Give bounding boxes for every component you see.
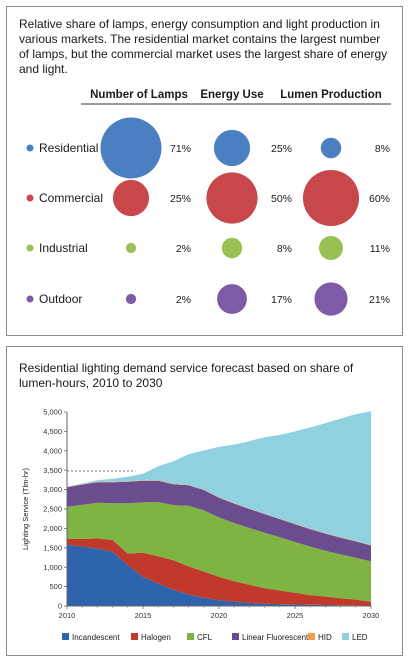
row-label: Outdoor [39,292,82,306]
y-tick-label: 3,000 [43,485,62,494]
legend-label: Incandescent [72,633,120,642]
data-label: 25% [271,143,292,155]
legend-label: HID [318,633,332,642]
row-marker [26,244,34,252]
bubble-chart: Number of Lamps Energy Use Lumen Productio… [26,89,391,316]
y-tick-label: 3,500 [43,466,62,475]
data-label: 8% [375,143,390,155]
area-series [67,502,371,602]
data-label: 2% [176,294,191,306]
y-tick-label: 5,000 [43,408,62,417]
lighting-forecast-panel: Residential lighting demand service fore… [6,346,403,656]
data-bubble [320,137,342,159]
column-header: Lumen Production [280,89,382,101]
x-tick-label: 2030 [363,611,380,620]
data-label: 25% [170,193,191,205]
y-tick-label: 2,500 [43,505,62,514]
legend-swatch [187,633,194,640]
data-label: 8% [277,243,292,255]
data-label: 50% [271,193,292,205]
data-bubble [112,179,150,217]
data-label: 11% [370,243,390,255]
area-series [67,480,371,562]
data-label: 17% [271,294,292,306]
legend-label: Halogen [141,633,171,642]
column-header: Number of Lamps [90,89,188,101]
area-series [67,411,371,546]
data-label: 2% [176,243,191,255]
data-bubble [100,117,162,179]
y-tick-label: 500 [49,582,62,591]
data-bubble [221,237,243,259]
data-label: 21% [369,294,390,306]
y-tick-label: 1,000 [43,563,62,572]
legend-label: CFL [197,633,213,642]
area-chart-caption: Residential lighting demand service fore… [19,361,354,390]
y-tick-label: 1,500 [43,543,62,552]
area-series [67,544,371,606]
legend-label: LED [352,633,368,642]
legend-swatch [342,633,349,640]
legend-label: Linear Fluorescent [242,633,309,642]
y-tick-label: 2,000 [43,524,62,533]
legend-swatch [131,633,138,640]
area-series [67,538,371,606]
x-tick-label: 2010 [59,611,76,620]
market-share-panel: Relative share of lamps, energy consumpt… [6,6,403,336]
row-label: Industrial [39,241,88,255]
y-axis-label: Lighting Service (Tlm-hr) [21,467,30,550]
data-label: 71% [170,143,191,155]
row-marker [26,295,34,303]
y-tick-label: 0 [58,602,62,611]
data-bubble [206,172,258,224]
x-tick-label: 2020 [211,611,228,620]
y-tick-label: 4,000 [43,446,62,455]
bubble-chart-caption: Relative share of lamps, energy consumpt… [19,17,388,76]
y-tick-label: 4,500 [43,427,62,436]
row-label: Residential [39,141,98,155]
legend-swatch [308,633,315,640]
area-chart: 0 500 1,000 1,500 2,000 2,500 3,000 3,500 4,000 4… [21,408,380,642]
data-bubble [213,129,251,167]
data-bubble [318,235,344,261]
x-tick-label: 2025 [287,611,304,620]
data-bubble [217,284,247,314]
row-marker [26,194,34,202]
data-bubble [314,282,348,316]
data-bubble [125,242,137,254]
legend-swatch [62,633,69,640]
data-bubble [125,293,137,305]
row-label: Commercial [39,191,103,205]
x-tick-label: 2015 [135,611,152,620]
column-header: Energy Use [200,89,263,101]
legend-swatch [232,633,239,640]
row-marker [26,144,34,152]
data-label: 60% [369,193,390,205]
data-bubble [302,169,360,227]
